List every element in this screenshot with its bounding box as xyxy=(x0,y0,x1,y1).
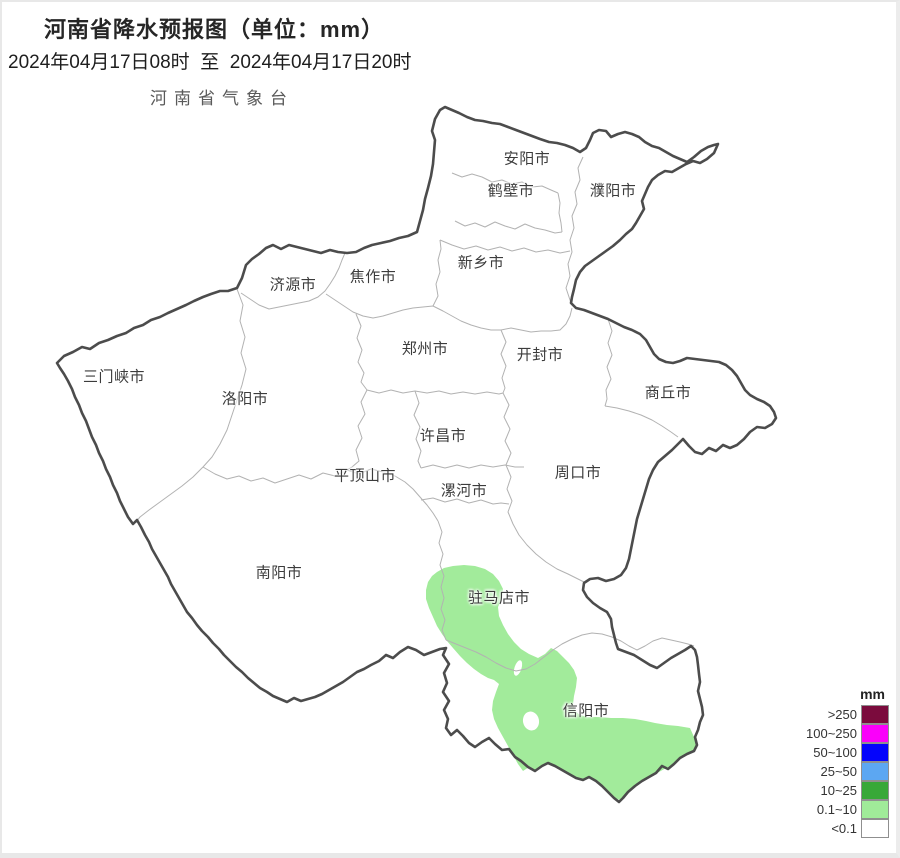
city-label: 洛阳市 xyxy=(221,390,269,408)
city-label: 鹤壁市 xyxy=(487,182,535,200)
legend-row-label: 25~50 xyxy=(820,764,857,779)
legend-color-swatch xyxy=(861,780,889,800)
legend-row-label: 0.1~10 xyxy=(816,802,857,817)
city-label: 周口市 xyxy=(554,464,602,482)
city-label: 安阳市 xyxy=(503,150,551,168)
legend-row-label: 100~250 xyxy=(806,726,857,741)
legend-color-swatch xyxy=(861,761,889,781)
city-borders xyxy=(134,156,695,672)
legend-row: 50~100 xyxy=(793,742,889,762)
legend-row-label: >250 xyxy=(827,707,857,722)
city-label: 许昌市 xyxy=(419,427,467,445)
city-label: 平顶山市 xyxy=(333,467,397,485)
city-label: 开封市 xyxy=(516,346,564,364)
forecast-source: 河南省气象台 xyxy=(150,89,294,108)
legend-row: >250 xyxy=(793,704,889,724)
city-label: 信阳市 xyxy=(562,702,610,720)
city-label: 新乡市 xyxy=(457,254,505,272)
legend-color-swatch xyxy=(861,704,889,724)
legend-row-label: <0.1 xyxy=(831,821,857,836)
city-label: 南阳市 xyxy=(255,564,303,582)
rain-area-notch xyxy=(513,660,523,676)
legend-row: 10~25 xyxy=(793,780,889,800)
legend-color-swatch xyxy=(861,799,889,819)
page-title: 河南省降水预报图（单位：mm） xyxy=(44,17,385,42)
city-label: 焦作市 xyxy=(349,268,397,286)
legend-row-label: 50~100 xyxy=(813,745,857,760)
legend-row: 0.1~10 xyxy=(793,799,889,819)
province-border xyxy=(55,105,778,804)
legend-unit-label: mm xyxy=(860,686,885,702)
legend-rows: >250 100~250 50~100 25~50 10~25 0.1~10 <0.1 xyxy=(793,704,889,838)
city-label: 商丘市 xyxy=(644,384,692,402)
legend-row: <0.1 xyxy=(793,818,889,838)
legend-color-swatch xyxy=(861,723,889,743)
rain-area-light xyxy=(426,565,697,800)
legend-color-swatch xyxy=(861,818,889,838)
rain-area-hole xyxy=(522,711,540,731)
city-label: 济源市 xyxy=(269,276,317,294)
city-label: 三门峡市 xyxy=(82,368,146,386)
city-label: 郑州市 xyxy=(401,340,449,358)
city-label: 濮阳市 xyxy=(589,182,637,200)
legend-row-label: 10~25 xyxy=(820,783,857,798)
city-label: 驻马店市 xyxy=(467,589,531,607)
legend-row: 25~50 xyxy=(793,761,889,781)
precipitation-legend: mm >250 100~250 50~100 25~50 10~25 0.1~10 <0.1 xyxy=(793,686,889,838)
city-label: 漯河市 xyxy=(440,482,488,500)
legend-row: 100~250 xyxy=(793,723,889,743)
forecast-period: 2024年04月17日08时 至 2024年04月17日20时 xyxy=(8,52,412,73)
legend-color-swatch xyxy=(861,742,889,762)
